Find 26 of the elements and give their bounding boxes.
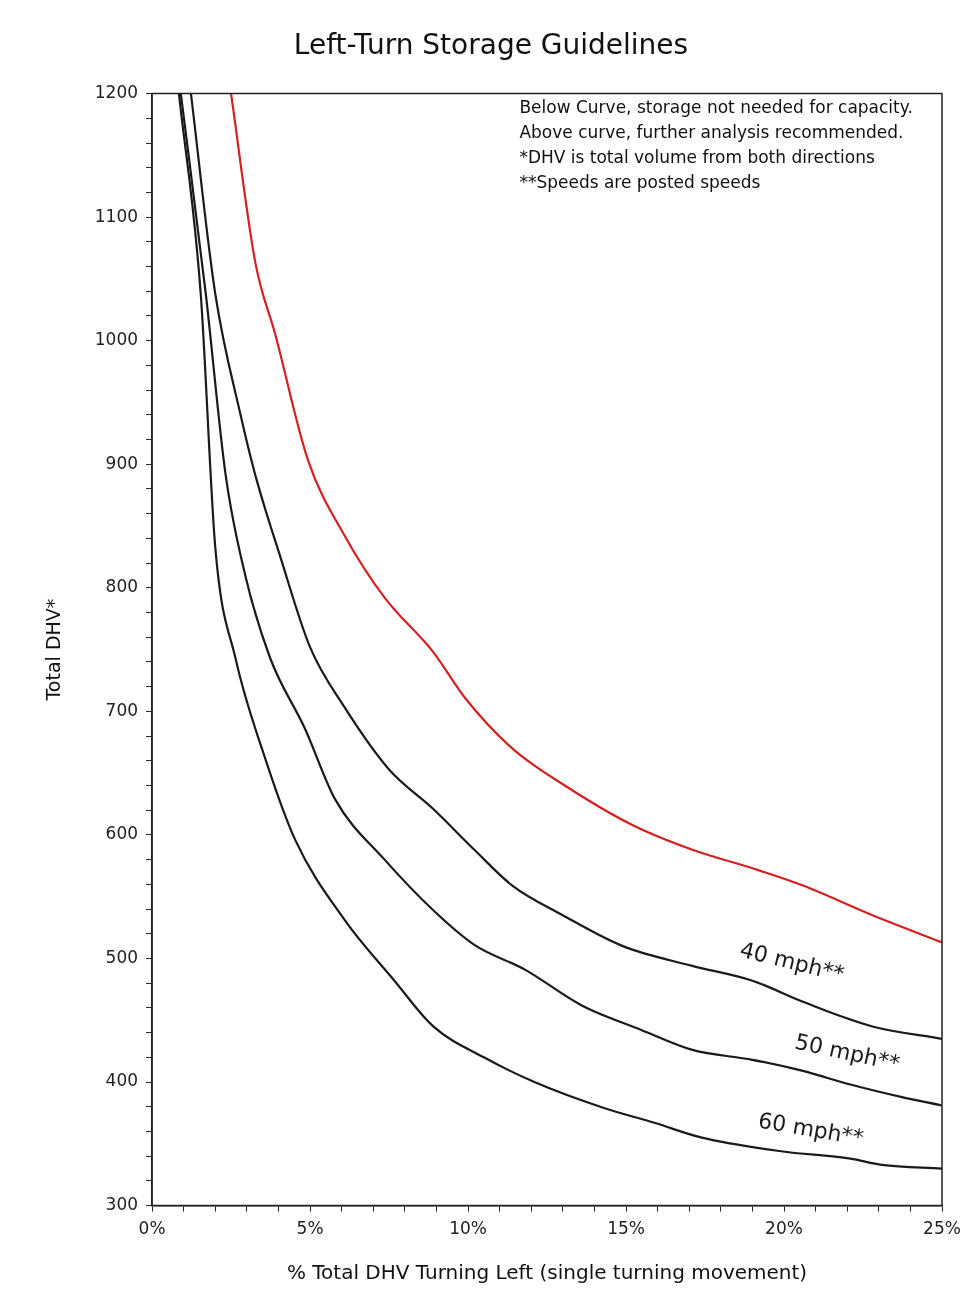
- y-tick-label: 400: [105, 1070, 139, 1091]
- x-tick-label: 25%: [923, 1218, 961, 1239]
- text: 50 mph**: [792, 1028, 902, 1076]
- y-tick-label: 800: [105, 576, 139, 597]
- text: 60 mph**: [756, 1107, 866, 1151]
- text: 40 mph**: [737, 936, 847, 987]
- x-tick-label: 0%: [138, 1218, 166, 1239]
- x-tick-label: 5%: [296, 1218, 324, 1239]
- y-tick-label: 300: [105, 1194, 139, 1215]
- y-tick-label: 1200: [94, 82, 139, 103]
- y-tick-label: 500: [105, 946, 139, 967]
- x-tick-label: 10%: [449, 1218, 487, 1239]
- x-tick-label: 15%: [607, 1218, 645, 1239]
- annotation: Above curve, further analysis recommended.: [519, 121, 904, 142]
- annotation: Below Curve, storage not needed for capacity.: [519, 96, 913, 117]
- annotation: **Speeds are posted speeds: [519, 171, 761, 192]
- x-tick-label: 20%: [765, 1218, 803, 1239]
- y-tick-label: 1100: [94, 205, 139, 226]
- x-axis-title: % Total DHV Turning Left (single turning movement): [286, 1260, 808, 1285]
- y-tick-label: 700: [105, 699, 139, 720]
- y-tick-label: 1000: [94, 329, 139, 350]
- y-axis-title: Total DHV*: [42, 598, 65, 702]
- annotation: *DHV is total volume from both directions: [519, 146, 875, 167]
- y-tick-label: 900: [105, 452, 139, 473]
- chart-title: Left-Turn Storage Guidelines: [293, 28, 689, 62]
- y-tick-label: 600: [105, 823, 139, 844]
